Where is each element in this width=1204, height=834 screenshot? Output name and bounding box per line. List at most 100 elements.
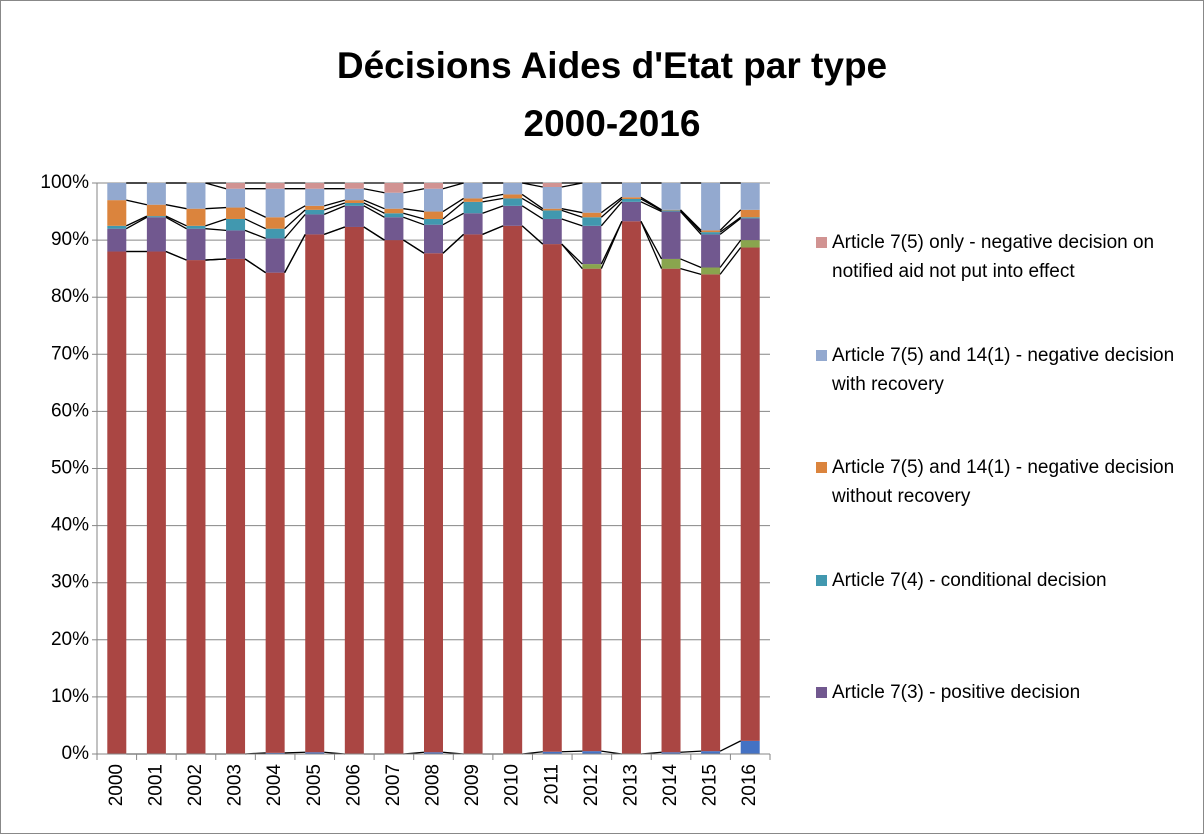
x-tick-label: 2007 <box>383 764 404 806</box>
legend-label: Article 7(5) and 14(1) - negative decisi… <box>832 457 1175 507</box>
bar-segment <box>463 198 483 202</box>
bar-segment <box>661 209 681 211</box>
series-line <box>403 216 425 226</box>
bar-segment <box>146 204 166 217</box>
series-line <box>165 250 187 261</box>
series-line <box>719 216 742 233</box>
series-line <box>284 205 306 218</box>
bar-segment <box>582 212 602 218</box>
bar-segment <box>107 200 127 226</box>
series-line <box>719 239 742 268</box>
series-line <box>284 209 306 230</box>
series-line <box>680 258 702 269</box>
x-tick-label: 2000 <box>106 764 127 806</box>
bar-segment <box>226 218 246 231</box>
bar-segment <box>344 205 364 227</box>
series-line <box>205 228 227 232</box>
bar-segment <box>344 226 364 755</box>
series-line <box>165 216 187 230</box>
x-tick-label: 2003 <box>225 764 246 806</box>
bar-segment <box>661 258 681 269</box>
bar-segment <box>265 217 285 229</box>
series-line <box>363 188 385 194</box>
bar-segment <box>582 268 602 752</box>
legend-label: Article 7(3) - positive decision <box>832 682 1081 703</box>
series-line <box>244 206 266 218</box>
series-line <box>324 226 346 236</box>
series-line <box>403 188 425 194</box>
bar-segment <box>542 751 562 754</box>
bar-segment <box>424 253 443 753</box>
series-line <box>324 199 345 207</box>
series-line <box>521 197 544 211</box>
series-line <box>719 247 742 275</box>
bar-segment <box>661 210 681 212</box>
x-tick-label: 2008 <box>423 764 444 806</box>
bar-segment <box>344 200 364 203</box>
x-tick-label: 2013 <box>620 764 641 806</box>
bar-segment <box>107 225 127 229</box>
bar-segment <box>146 183 166 205</box>
y-tick-label: 0% <box>62 743 90 764</box>
bar-segment <box>740 183 760 210</box>
bar-segment <box>661 183 681 210</box>
y-tick-label: 50% <box>51 458 89 479</box>
series-line <box>244 218 266 230</box>
bar-segment <box>701 751 721 754</box>
bar-segment <box>384 208 404 214</box>
series-line <box>640 220 663 260</box>
bar-segment <box>740 740 760 754</box>
bar-segment <box>582 264 602 269</box>
series-line <box>561 243 583 265</box>
series-line <box>205 182 227 190</box>
series-line <box>323 205 346 216</box>
bar-segment <box>701 183 721 231</box>
bar-segment <box>344 202 364 206</box>
series-line <box>561 218 583 227</box>
bar-segment <box>226 207 246 219</box>
bar-segment <box>424 218 443 225</box>
series-line <box>363 202 385 214</box>
series-line <box>680 750 702 753</box>
legend-entry: Article 7(4) - conditional decision <box>812 566 1192 595</box>
series-line <box>403 212 425 220</box>
series-line <box>521 225 544 245</box>
series-line <box>640 196 662 211</box>
bar-segment <box>424 211 443 219</box>
series-line <box>680 268 702 275</box>
series-line <box>561 208 583 214</box>
bar-segment <box>305 214 325 235</box>
bar-segment <box>503 198 523 206</box>
bar-segment <box>186 183 206 209</box>
bar-segment <box>384 213 404 218</box>
bar-segment <box>621 198 641 202</box>
series-line <box>719 209 742 231</box>
series-line <box>324 202 346 211</box>
legend-entry: Article 7(3) - positive decision <box>812 678 1192 707</box>
series-line <box>719 740 741 752</box>
bar-segment <box>542 208 562 211</box>
bar-segment <box>424 224 443 254</box>
bar-segment <box>503 194 523 199</box>
bar-segment <box>621 221 641 754</box>
series-line <box>284 213 306 239</box>
bar-segment <box>146 251 166 754</box>
series-line <box>244 258 267 274</box>
series-line <box>442 212 464 226</box>
series-line <box>403 208 425 213</box>
y-tick-label: 100% <box>40 172 89 193</box>
series-line <box>600 220 623 265</box>
series-line <box>561 182 583 188</box>
bar-segment <box>265 238 285 273</box>
x-tick-label: 2009 <box>462 764 483 806</box>
legend-entry: Article 7(5) and 14(1) - negative decisi… <box>812 341 1192 399</box>
bar-segment <box>740 218 760 241</box>
bar-segment <box>344 188 364 201</box>
bar-segment <box>621 197 641 199</box>
bar-segment <box>582 217 602 226</box>
legend-swatch <box>816 574 827 586</box>
bar-segment <box>542 244 562 752</box>
y-tick-label: 90% <box>51 229 89 250</box>
series-line <box>165 215 187 227</box>
x-tick-label: 2015 <box>700 764 721 806</box>
